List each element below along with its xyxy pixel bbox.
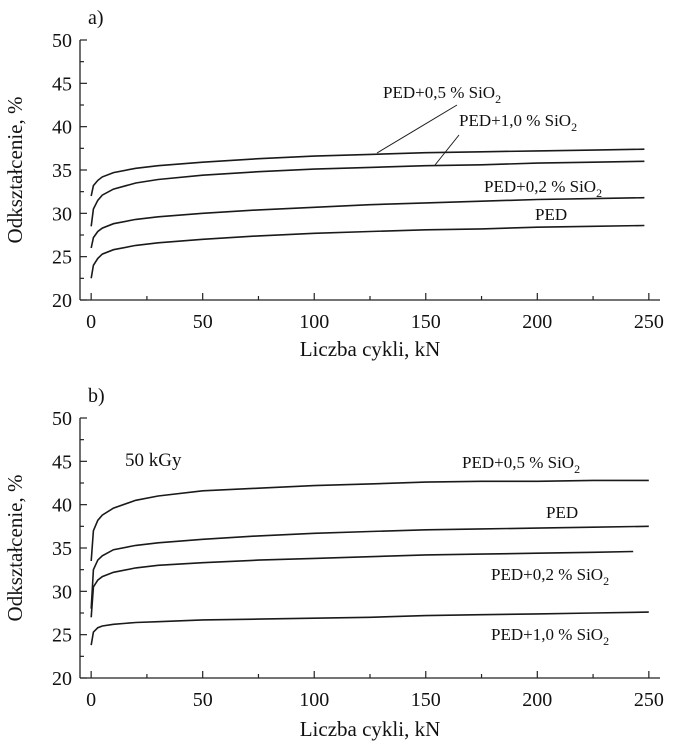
series-label: PED+1,0 % SiO2 (459, 111, 577, 134)
x-axis-title: Liczba cykli, kN (300, 717, 441, 741)
x-tick-label: 250 (634, 311, 664, 333)
series-label: PED+0,5 % SiO2 (383, 83, 501, 106)
y-tick-label: 40 (52, 117, 72, 139)
series-label-text: PED (535, 205, 567, 224)
series-label-text: PED (546, 503, 578, 522)
label-leader-line (376, 104, 458, 154)
series-label: PED+0,2 % SiO2 (484, 177, 602, 200)
x-tick-label: 100 (299, 689, 329, 711)
y-tick-label: 45 (52, 73, 72, 95)
series-line (90, 525, 649, 609)
x-tick-label: 200 (522, 689, 552, 711)
series-label-subscript: 2 (495, 92, 501, 106)
y-tick-label: 50 (52, 30, 72, 52)
series-label: PED+0,5 % SiO2 (462, 453, 580, 476)
series-line (90, 160, 645, 227)
series-label-text: PED+0,2 % SiO (491, 565, 603, 584)
x-tick-label: 50 (193, 311, 213, 333)
series-label: PED (535, 205, 567, 224)
annotation-label: 50 kGy (125, 450, 182, 471)
y-axis-title: Odkształcenie, % (3, 97, 27, 244)
series-label-text: PED+0,5 % SiO (462, 453, 574, 472)
series-label-subscript: 2 (571, 120, 577, 134)
series-line (90, 196, 645, 249)
series-label-text: PED+0,5 % SiO (383, 83, 495, 102)
y-tick-label: 40 (52, 495, 72, 517)
x-tick-label: 200 (522, 311, 552, 333)
series-label: PED+1,0 % SiO2 (491, 625, 609, 648)
panel-label: a) (88, 7, 104, 29)
x-tick-label: 150 (411, 311, 441, 333)
series-line (90, 550, 634, 618)
series-line (90, 148, 645, 197)
series-label: PED+0,2 % SiO2 (491, 565, 609, 588)
series-label-subscript: 2 (603, 574, 609, 588)
y-tick-label: 30 (52, 581, 72, 603)
x-tick-label: 0 (86, 689, 96, 711)
x-tick-label: 250 (634, 689, 664, 711)
series-label-text: PED+1,0 % SiO (459, 111, 571, 130)
x-tick-label: 0 (86, 311, 96, 333)
y-tick-label: 20 (52, 290, 72, 312)
y-tick-label: 25 (52, 625, 72, 647)
y-tick-label: 35 (52, 160, 72, 182)
panel-b: 20 25 30 35 40 45 50 0 50 100 150 200 250 Liczba cykl… (3, 385, 664, 741)
series-label-subscript: 2 (596, 186, 602, 200)
y-tick-label: 30 (52, 203, 72, 225)
y-axis-title: Odkształcenie, % (3, 475, 27, 622)
series-label-text: PED+0,2 % SiO (484, 177, 596, 196)
y-tick-label: 35 (52, 538, 72, 560)
x-tick-label: 100 (299, 311, 329, 333)
series-label: PED (546, 503, 578, 522)
series-line (90, 479, 649, 562)
x-tick-label: 150 (411, 689, 441, 711)
x-axis-title: Liczba cykli, kN (300, 337, 441, 361)
series-label-subscript: 2 (603, 634, 609, 648)
label-leader-line (434, 134, 460, 166)
series-line (90, 224, 645, 279)
y-tick-label: 20 (52, 668, 72, 690)
panel-a: 20 25 30 35 40 45 50 0 50 100 150 200 250 Liczba cykl… (3, 7, 664, 361)
series-label-text: PED+1,0 % SiO (491, 625, 603, 644)
y-tick-label: 25 (52, 247, 72, 269)
panel-label: b) (88, 385, 105, 407)
series-label-subscript: 2 (574, 462, 580, 476)
x-tick-label: 50 (193, 689, 213, 711)
y-tick-label: 45 (52, 451, 72, 473)
y-tick-label: 50 (52, 408, 72, 430)
series-line (90, 611, 649, 646)
